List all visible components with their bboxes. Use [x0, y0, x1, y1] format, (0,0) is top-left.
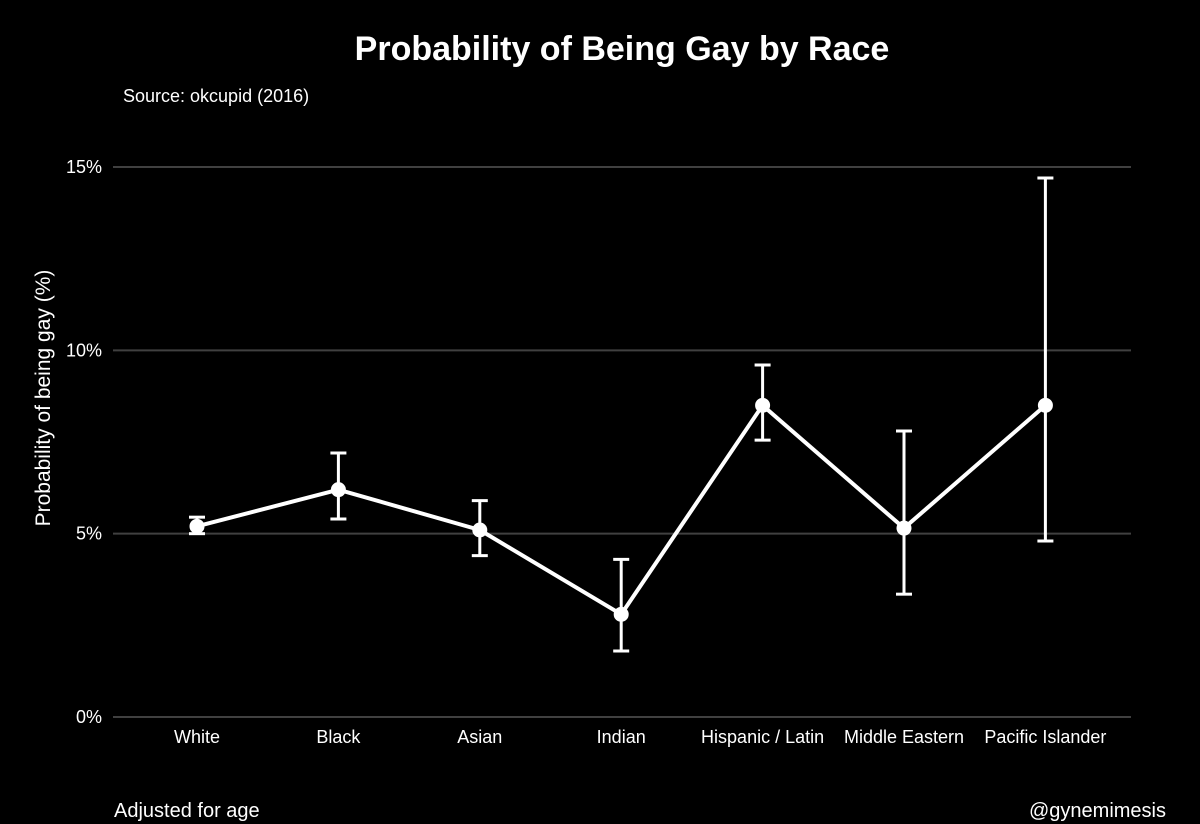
y-tick-label: 10%: [66, 340, 102, 360]
data-points: [189, 397, 1053, 622]
x-axis-ticks: White Black Asian Indian Hispanic / Latin Mid…: [174, 727, 1106, 747]
chart-subtitle: Source: okcupid (2016): [123, 86, 309, 106]
x-tick-label: Hispanic / Latin: [701, 727, 824, 747]
gridlines: [113, 166, 1131, 718]
data-point: [472, 522, 488, 538]
x-tick-label: White: [174, 727, 220, 747]
y-axis-ticks: 0% 5% 10% 15%: [66, 157, 102, 727]
error-bar: [1037, 176, 1054, 543]
data-point: [1037, 397, 1053, 413]
caption-left: Adjusted for age: [114, 800, 260, 822]
data-point: [896, 520, 912, 536]
data-point: [613, 606, 629, 622]
x-tick-label: Indian: [597, 727, 646, 747]
chart-title: Probability of Being Gay by Race: [355, 30, 890, 68]
caption-right: @gynemimesis: [1029, 800, 1166, 822]
y-tick-label: 0%: [76, 707, 102, 727]
data-point: [330, 482, 346, 498]
data-point: [189, 518, 205, 534]
x-tick-label: Pacific Islander: [984, 727, 1106, 747]
y-axis-label: Probability of being gay (%): [32, 270, 55, 527]
y-tick-label: 5%: [76, 524, 102, 544]
x-tick-label: Asian: [457, 727, 502, 747]
data-point: [755, 397, 771, 413]
error-bar: [613, 557, 630, 653]
error-bar: [896, 429, 912, 596]
x-tick-label: Middle Eastern: [844, 727, 964, 747]
y-tick-label: 15%: [66, 157, 102, 177]
x-tick-label: Black: [316, 727, 361, 747]
